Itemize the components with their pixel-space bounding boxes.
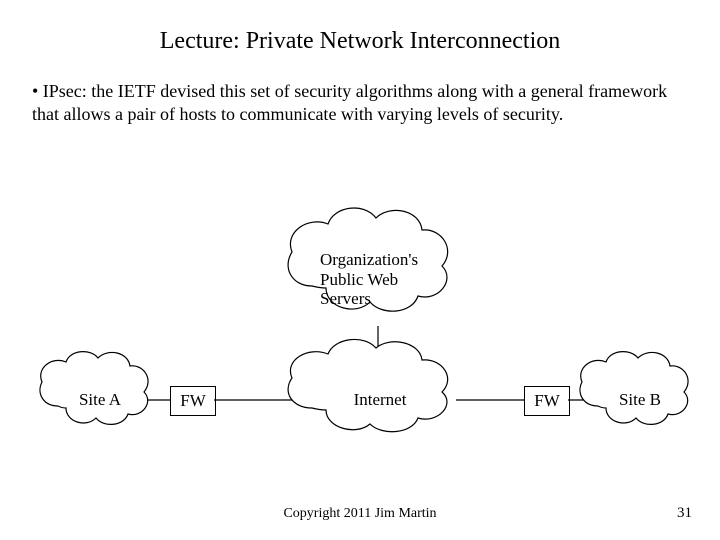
cloud-internet: [288, 339, 448, 431]
firewall-right-box: FW: [524, 386, 570, 416]
slide: Lecture: Private Network Interconnection…: [0, 0, 720, 540]
cloud-public-servers: [288, 208, 448, 311]
copyright-text: Copyright 2011 Jim Martin: [0, 506, 720, 522]
firewall-left-label: FW: [180, 391, 206, 411]
firewall-right-label: FW: [534, 391, 560, 411]
cloud-site-b: [580, 352, 688, 425]
network-diagram: [0, 0, 720, 540]
firewall-left-box: FW: [170, 386, 216, 416]
page-number: 31: [677, 505, 692, 522]
cloud-site-a: [40, 352, 148, 425]
